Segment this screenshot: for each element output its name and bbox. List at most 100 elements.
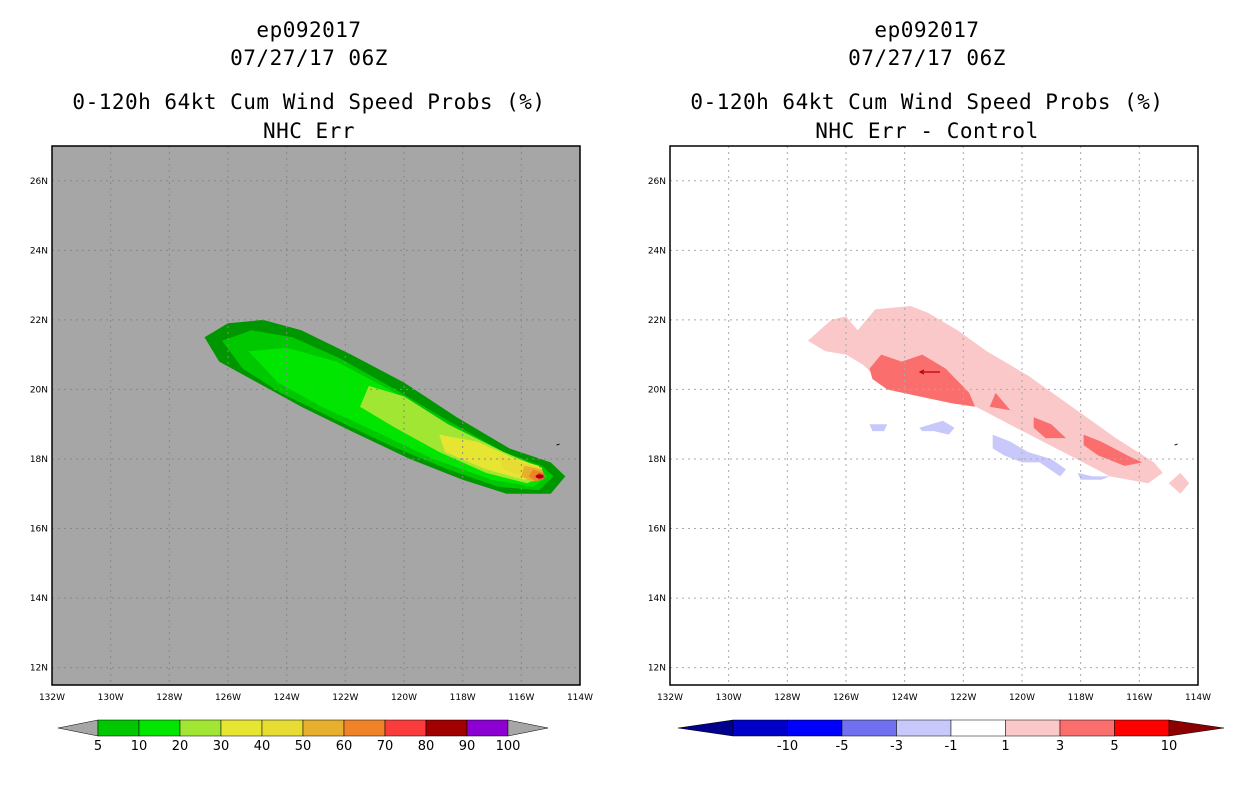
- probability-field: [807, 306, 1190, 494]
- gridlines: [670, 146, 1198, 685]
- left-map: 132W 130W 128W 126W 124W 122W 120W 118W 116W 114W…: [30, 145, 593, 754]
- lat-tick-label: 16N: [648, 525, 666, 535]
- colorbar-label: 40: [254, 739, 271, 754]
- subtitle: NHC Err: [262, 119, 355, 143]
- colorbar-end-high: [507, 719, 549, 737]
- colorbar-swatch: [950, 719, 1006, 737]
- lat-tick-label: 14N: [648, 594, 666, 604]
- storm-arrow-head: [918, 369, 925, 375]
- colorbar-label: -10: [777, 739, 798, 754]
- map-background: [52, 146, 580, 685]
- lon-tick-label: 124W: [274, 693, 300, 703]
- contour--3--1: [869, 424, 888, 432]
- lon-tick-label: 120W: [391, 693, 417, 703]
- contour-1-3: [1168, 472, 1190, 494]
- colorbar-swatch: [261, 719, 304, 737]
- contour-3-5: [989, 392, 1011, 411]
- lat-tick-label: 18N: [648, 455, 666, 465]
- colorbar-swatch: [343, 719, 386, 737]
- colorbar-label: 50: [295, 739, 312, 754]
- lon-tick-label: 132W: [657, 693, 683, 703]
- lon-tick-label: 116W: [1126, 693, 1152, 703]
- colorbar-swatch: [384, 719, 427, 737]
- lat-tick-label: 22N: [30, 316, 48, 326]
- colorbar-label: 5: [1110, 739, 1118, 754]
- colorbar-label: -3: [890, 739, 903, 754]
- colorbar-label: 20: [172, 739, 189, 754]
- lon-tick-label: 130W: [716, 693, 742, 703]
- contour-3-5: [869, 354, 976, 407]
- map-frame: [669, 145, 1199, 686]
- subtitle: NHC Err - Control: [815, 119, 1039, 143]
- contour--3--1: [919, 420, 955, 435]
- colorbar-label: 90: [459, 739, 476, 754]
- lat-tick-label: 20N: [30, 385, 48, 395]
- colorbar-label: 70: [377, 739, 394, 754]
- lat-tick-label: 26N: [30, 177, 48, 187]
- colorbar-swatch: [896, 719, 952, 737]
- lon-tick-label: 122W: [332, 693, 358, 703]
- lon-tick-label: 116W: [508, 693, 534, 703]
- colorbar-end-high: [1168, 719, 1225, 737]
- datetime-title: 07/27/17 06Z: [230, 46, 388, 70]
- map-frame: [51, 145, 581, 686]
- colorbar-label: 60: [336, 739, 353, 754]
- colorbar-swatch: [1059, 719, 1115, 737]
- lon-tick-label: 118W: [450, 693, 476, 703]
- colorbar-label: 100: [496, 739, 521, 754]
- lat-tick-label: 18N: [30, 455, 48, 465]
- lat-tick-label: 20N: [648, 385, 666, 395]
- colorbar: 5 10 20 30 40 50 60 70 80 90 100: [57, 719, 549, 754]
- lat-tick-label: 24N: [30, 246, 48, 256]
- colorbar-label: 3: [1056, 739, 1064, 754]
- right-map: 132W 130W 128W 126W 124W 122W 120W 118W 116W 114W…: [648, 145, 1225, 754]
- lon-tick-label: 128W: [774, 693, 800, 703]
- storm-id-title: ep092017: [874, 18, 980, 42]
- colorbar-swatch: [220, 719, 263, 737]
- datetime-title: 07/27/17 06Z: [848, 46, 1006, 70]
- lon-tick-label: 114W: [567, 693, 593, 703]
- colorbar-swatch: [1005, 719, 1061, 737]
- colorbar-end-low: [677, 719, 734, 737]
- lon-tick-label: 130W: [98, 693, 124, 703]
- colorbar-label: -5: [836, 739, 849, 754]
- colorbar-swatch: [302, 719, 345, 737]
- map-background: [670, 146, 1198, 685]
- colorbar-swatch: [841, 719, 897, 737]
- colorbar-swatch: [179, 719, 222, 737]
- colorbar-swatch: [732, 719, 788, 737]
- colorbar-label: 10: [131, 739, 148, 754]
- colorbar-label: 80: [418, 739, 435, 754]
- lon-tick-label: 124W: [892, 693, 918, 703]
- lon-tick-label: 118W: [1068, 693, 1094, 703]
- lon-tick-label: 120W: [1009, 693, 1035, 703]
- colorbar-label: -1: [945, 739, 958, 754]
- gridlines: [52, 146, 580, 685]
- coast-marker: [1174, 443, 1178, 446]
- colorbar-swatch: [1114, 719, 1170, 737]
- colorbar-swatch: [97, 719, 140, 737]
- lon-tick-label: 114W: [1185, 693, 1211, 703]
- colorbar: -10 -5 -3 -1 1 3 5 10: [677, 719, 1225, 754]
- colorbar-swatch: [425, 719, 468, 737]
- lon-tick-label: 122W: [950, 693, 976, 703]
- lon-tick-label: 126W: [833, 693, 859, 703]
- colorbar-label: 10: [1161, 739, 1178, 754]
- contour-1-3: [807, 306, 1163, 484]
- colorbar-swatch: [787, 719, 843, 737]
- lat-tick-label: 14N: [30, 594, 48, 604]
- contour-3-5: [1033, 417, 1066, 439]
- peak-marker: [535, 474, 544, 479]
- lon-tick-label: 128W: [156, 693, 182, 703]
- product-title: 0-120h 64kt Cum Wind Speed Probs (%): [690, 90, 1164, 114]
- lon-tick-label: 132W: [39, 693, 65, 703]
- probability-field: [204, 319, 566, 494]
- right-map-panel: ep092017 07/27/17 06Z 0-120h 64kt Cum Wi…: [618, 0, 1236, 800]
- contour--3--1: [1077, 472, 1110, 480]
- lat-tick-label: 12N: [30, 664, 48, 674]
- coast-marker: [556, 443, 560, 446]
- colorbar-swatch: [466, 719, 509, 737]
- lat-tick-label: 12N: [648, 664, 666, 674]
- storm-id-title: ep092017: [256, 18, 362, 42]
- colorbar-end-low: [57, 719, 99, 737]
